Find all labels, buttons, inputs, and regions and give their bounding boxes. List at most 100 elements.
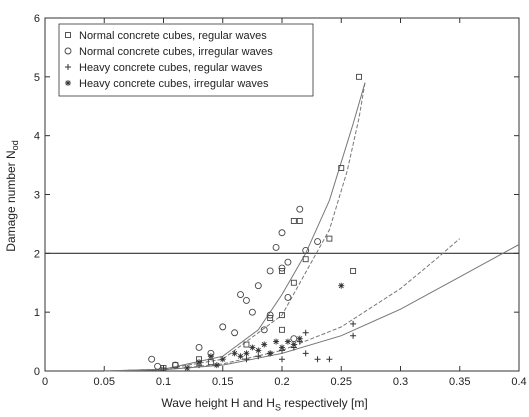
- data-point-series-1: [207, 359, 214, 366]
- data-point-series-4: [196, 359, 203, 366]
- y-tick-label: 6: [34, 13, 40, 25]
- y-tick-label: 5: [34, 72, 40, 84]
- data-point-series-3: [350, 320, 357, 327]
- data-point-series-1: [290, 279, 297, 286]
- data-point-series-4: [231, 350, 238, 357]
- data-point-series-4: [338, 282, 345, 289]
- data-point-series-2: [260, 326, 268, 334]
- data-point-series-4: [213, 362, 220, 369]
- data-point-series-1: [243, 341, 250, 348]
- data-point-series-3: [279, 356, 285, 363]
- data-point-series-1: [296, 218, 303, 224]
- data-point-series-1: [172, 362, 179, 369]
- data-point-series-4: [207, 353, 214, 360]
- x-tick-label: 0.4: [511, 376, 526, 388]
- data-point-series-4: [255, 347, 262, 354]
- y-axis-title: Damage number Nod: [4, 140, 20, 251]
- data-point-series-4: [267, 350, 274, 357]
- data-point-series-2: [278, 229, 286, 237]
- data-point-series-2: [272, 243, 280, 251]
- data-point-series-2: [284, 258, 292, 266]
- data-point-series-2: [296, 205, 304, 213]
- legend-label-4: Heavy concrete cubes, irregular waves: [79, 78, 269, 90]
- data-point-series-2: [195, 344, 203, 351]
- legend-marker-1: [65, 32, 71, 38]
- data-point-series-2: [148, 355, 156, 363]
- x-tick-label: 0.1: [156, 376, 171, 388]
- data-point-series-3: [326, 356, 333, 363]
- data-point-series-4: [184, 365, 191, 372]
- data-point-series-1: [267, 315, 274, 321]
- data-point-series-2: [302, 246, 310, 254]
- fitted-curve: [104, 82, 366, 372]
- x-axis-title-subscript: S: [274, 402, 281, 413]
- data-point-series-4: [296, 335, 303, 342]
- data-point-series-3: [243, 356, 250, 363]
- legend-marker-4: [65, 80, 71, 86]
- x-axis-title-suffix: respectively [m]: [280, 396, 368, 410]
- data-point-series-1: [356, 73, 362, 80]
- data-point-series-2: [231, 329, 239, 337]
- x-axis-title-text: Wave height H and H: [161, 396, 275, 410]
- data-point-series-2: [266, 267, 274, 275]
- x-tick-label: 0.15: [212, 376, 233, 388]
- x-tick-label: 0.3: [393, 376, 408, 388]
- data-point-series-3: [350, 332, 357, 339]
- data-point-series-2: [248, 308, 256, 316]
- x-tick-label: 0.35: [449, 376, 470, 388]
- y-axis-title-subscript: od: [10, 140, 21, 151]
- data-point-series-1: [302, 256, 309, 263]
- data-point-series-4: [219, 356, 226, 363]
- y-tick-label: 0: [34, 366, 40, 378]
- x-tick-label: 0.2: [274, 376, 289, 388]
- data-point-series-3: [302, 350, 309, 357]
- data-point-series-1: [338, 165, 345, 171]
- data-point-series-4: [249, 344, 256, 351]
- data-point-series-1: [279, 312, 285, 319]
- data-point-series-3: [255, 353, 262, 360]
- x-tick-label: 0.05: [94, 376, 115, 388]
- y-axis-title-text: Damage number N: [3, 150, 18, 252]
- y-tick-label: 2: [34, 248, 40, 260]
- y-tick-label: 4: [34, 131, 40, 143]
- data-point-series-4: [261, 341, 268, 348]
- legend-label-1: Normal concrete cubes, regular waves: [79, 30, 267, 42]
- data-point-series-4: [284, 338, 291, 345]
- data-point-series-2: [154, 362, 162, 370]
- data-point-series-1: [350, 268, 357, 274]
- x-tick-label: 0.25: [331, 376, 352, 388]
- data-point-series-2: [266, 311, 274, 319]
- data-point-series-2: [237, 291, 244, 298]
- data-point-series-4: [237, 353, 244, 360]
- data-point-series-2: [219, 323, 227, 331]
- data-point-series-4: [290, 341, 297, 348]
- data-point-series-1: [290, 218, 297, 224]
- data-point-series-1: [326, 235, 333, 242]
- data-point-series-1: [279, 268, 285, 274]
- legend-label-2: Normal concrete cubes, irregular waves: [79, 46, 273, 58]
- legend-marker-3: [65, 64, 71, 70]
- data-point-series-2: [171, 361, 179, 369]
- data-point-series-2: [254, 282, 262, 290]
- data-point-series-2: [278, 264, 286, 272]
- data-point-series-2: [314, 238, 321, 246]
- data-point-series-2: [242, 296, 250, 304]
- data-point-series-4: [279, 344, 285, 351]
- fitted-curve: [104, 244, 520, 372]
- legend-box: [58, 23, 314, 97]
- y-tick-label: 1: [34, 307, 40, 319]
- legend-marker-2: [64, 47, 72, 55]
- data-point-series-3: [160, 365, 167, 372]
- legend-label-3: Heavy concrete cubes, regular waves: [79, 62, 263, 74]
- x-tick-label: 0: [42, 376, 48, 388]
- data-point-series-3: [302, 329, 309, 336]
- data-point-series-4: [243, 350, 250, 357]
- data-point-series-3: [314, 356, 321, 363]
- data-point-series-1: [279, 326, 285, 333]
- x-axis-title: Wave height H and HS respectively [m]: [0, 396, 529, 412]
- y-tick-label: 3: [34, 190, 40, 202]
- data-point-series-4: [273, 338, 280, 345]
- data-point-series-2: [284, 294, 292, 301]
